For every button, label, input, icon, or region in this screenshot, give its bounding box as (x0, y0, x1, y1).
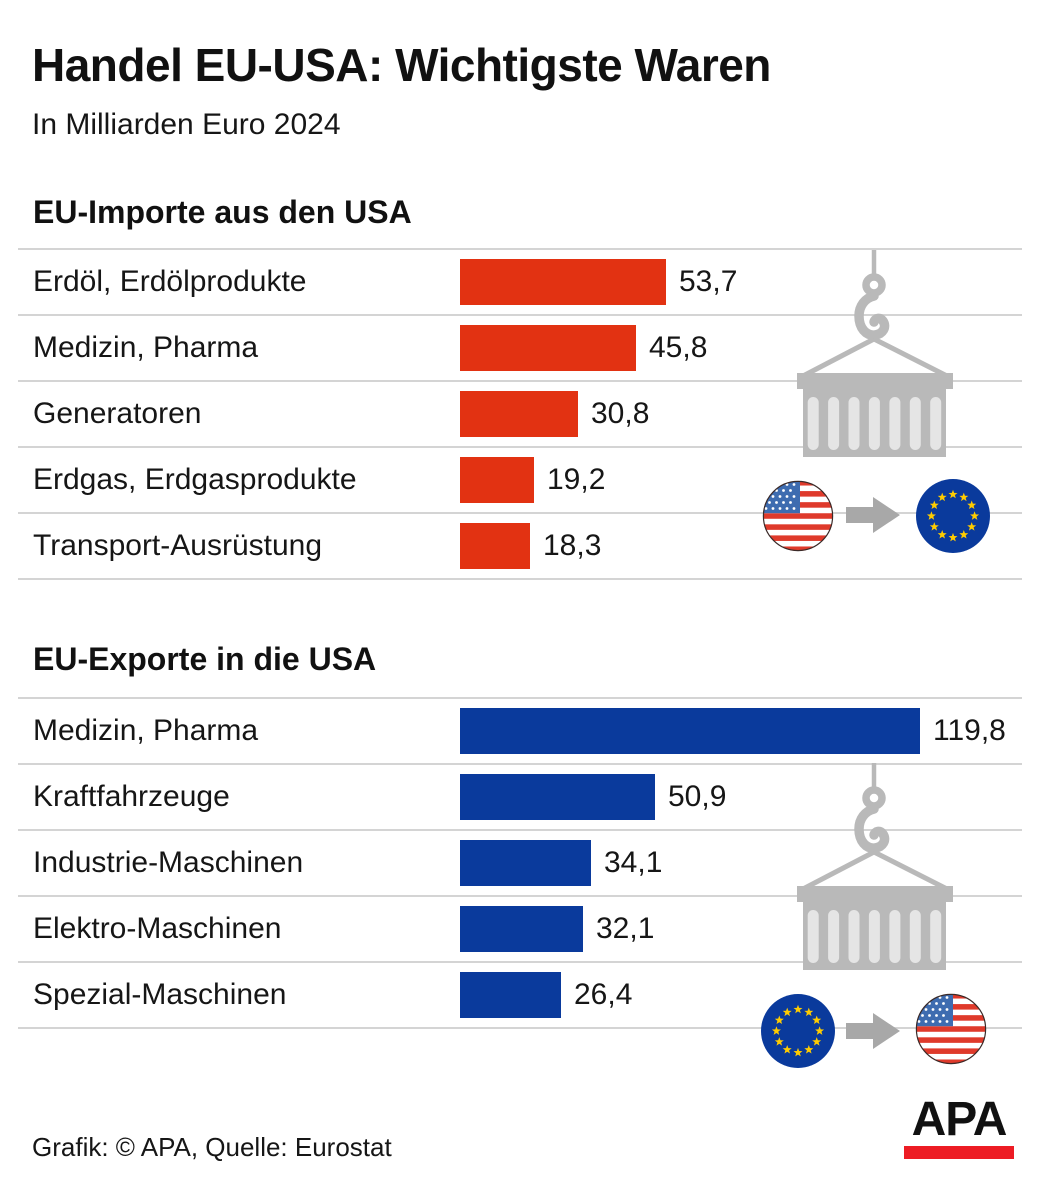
page-title: Handel EU-USA: Wichtigste Waren (32, 39, 771, 91)
container-crane-icon (795, 763, 955, 970)
value-label: 34,1 (604, 846, 663, 879)
table-row: Spezial-Maschinen 26,4 (18, 961, 1022, 1027)
value-label: 119,8 (933, 714, 1006, 747)
value-label: 30,8 (591, 397, 650, 430)
exports-bar-chart: Medizin, Pharma 119,8 Kraftfahrzeuge 50,… (18, 697, 1022, 1029)
bar (460, 906, 583, 952)
apa-logo-red-bar (904, 1146, 1014, 1159)
bar (460, 774, 655, 820)
apa-logo-text: APA (911, 1093, 1008, 1146)
bar (460, 523, 530, 569)
value-label: 19,2 (547, 463, 606, 496)
value-label: 26,4 (574, 978, 633, 1011)
table-row: Kraftfahrzeuge 50,9 (18, 763, 1022, 829)
bar (460, 840, 591, 886)
table-row: Erdöl, Erdölprodukte 53,7 (18, 248, 1022, 314)
arrow-right-icon (846, 1013, 900, 1049)
section-title-imports: EU-Importe aus den USA (33, 194, 412, 230)
category-label: Spezial-Maschinen (33, 978, 287, 1011)
imports-bar-chart: Erdöl, Erdölprodukte 53,7 Medizin, Pharm… (18, 248, 1022, 580)
value-label: 53,7 (679, 265, 738, 298)
category-label: Generatoren (33, 397, 202, 430)
section-title-exports: EU-Exporte in die USA (33, 641, 377, 677)
us-flag-icon (762, 480, 834, 552)
arrow-right-icon (846, 497, 900, 533)
bar (460, 972, 561, 1018)
table-row: Elektro-Maschinen 32,1 (18, 895, 1022, 961)
eu-flag-icon (761, 994, 835, 1068)
category-label: Medizin, Pharma (33, 714, 259, 747)
value-label: 18,3 (543, 529, 602, 562)
apa-logo: APA (903, 1096, 1015, 1159)
category-label: Kraftfahrzeuge (33, 780, 230, 813)
category-label: Industrie-Maschinen (33, 846, 304, 879)
bar (460, 708, 920, 754)
bar (460, 457, 534, 503)
container-crane-icon (795, 250, 955, 457)
table-row: Erdgas, Erdgasprodukte 19,2 (18, 446, 1022, 512)
eu-flag-icon (916, 479, 990, 553)
bar (460, 325, 636, 371)
table-row: Generatoren 30,8 (18, 380, 1022, 446)
bar (460, 391, 578, 437)
us-flag-icon (915, 993, 987, 1065)
category-label: Transport-Ausrüstung (33, 529, 323, 562)
category-label: Erdgas, Erdgasprodukte (33, 463, 357, 496)
category-label: Elektro-Maschinen (33, 912, 282, 945)
value-label: 50,9 (668, 780, 727, 813)
table-row: Transport-Ausrüstung 18,3 (18, 512, 1022, 578)
bar (460, 259, 666, 305)
category-label: Erdöl, Erdölprodukte (33, 265, 307, 298)
value-label: 45,8 (649, 331, 708, 364)
page-subtitle: In Milliarden Euro 2024 (32, 108, 341, 141)
table-row: Medizin, Pharma 45,8 (18, 314, 1022, 380)
category-label: Medizin, Pharma (33, 331, 259, 364)
table-row: Industrie-Maschinen 34,1 (18, 829, 1022, 895)
value-label: 32,1 (596, 912, 655, 945)
footer-credit: Grafik: © APA, Quelle: Eurostat (32, 1132, 392, 1162)
table-row: Medizin, Pharma 119,8 (18, 697, 1022, 763)
